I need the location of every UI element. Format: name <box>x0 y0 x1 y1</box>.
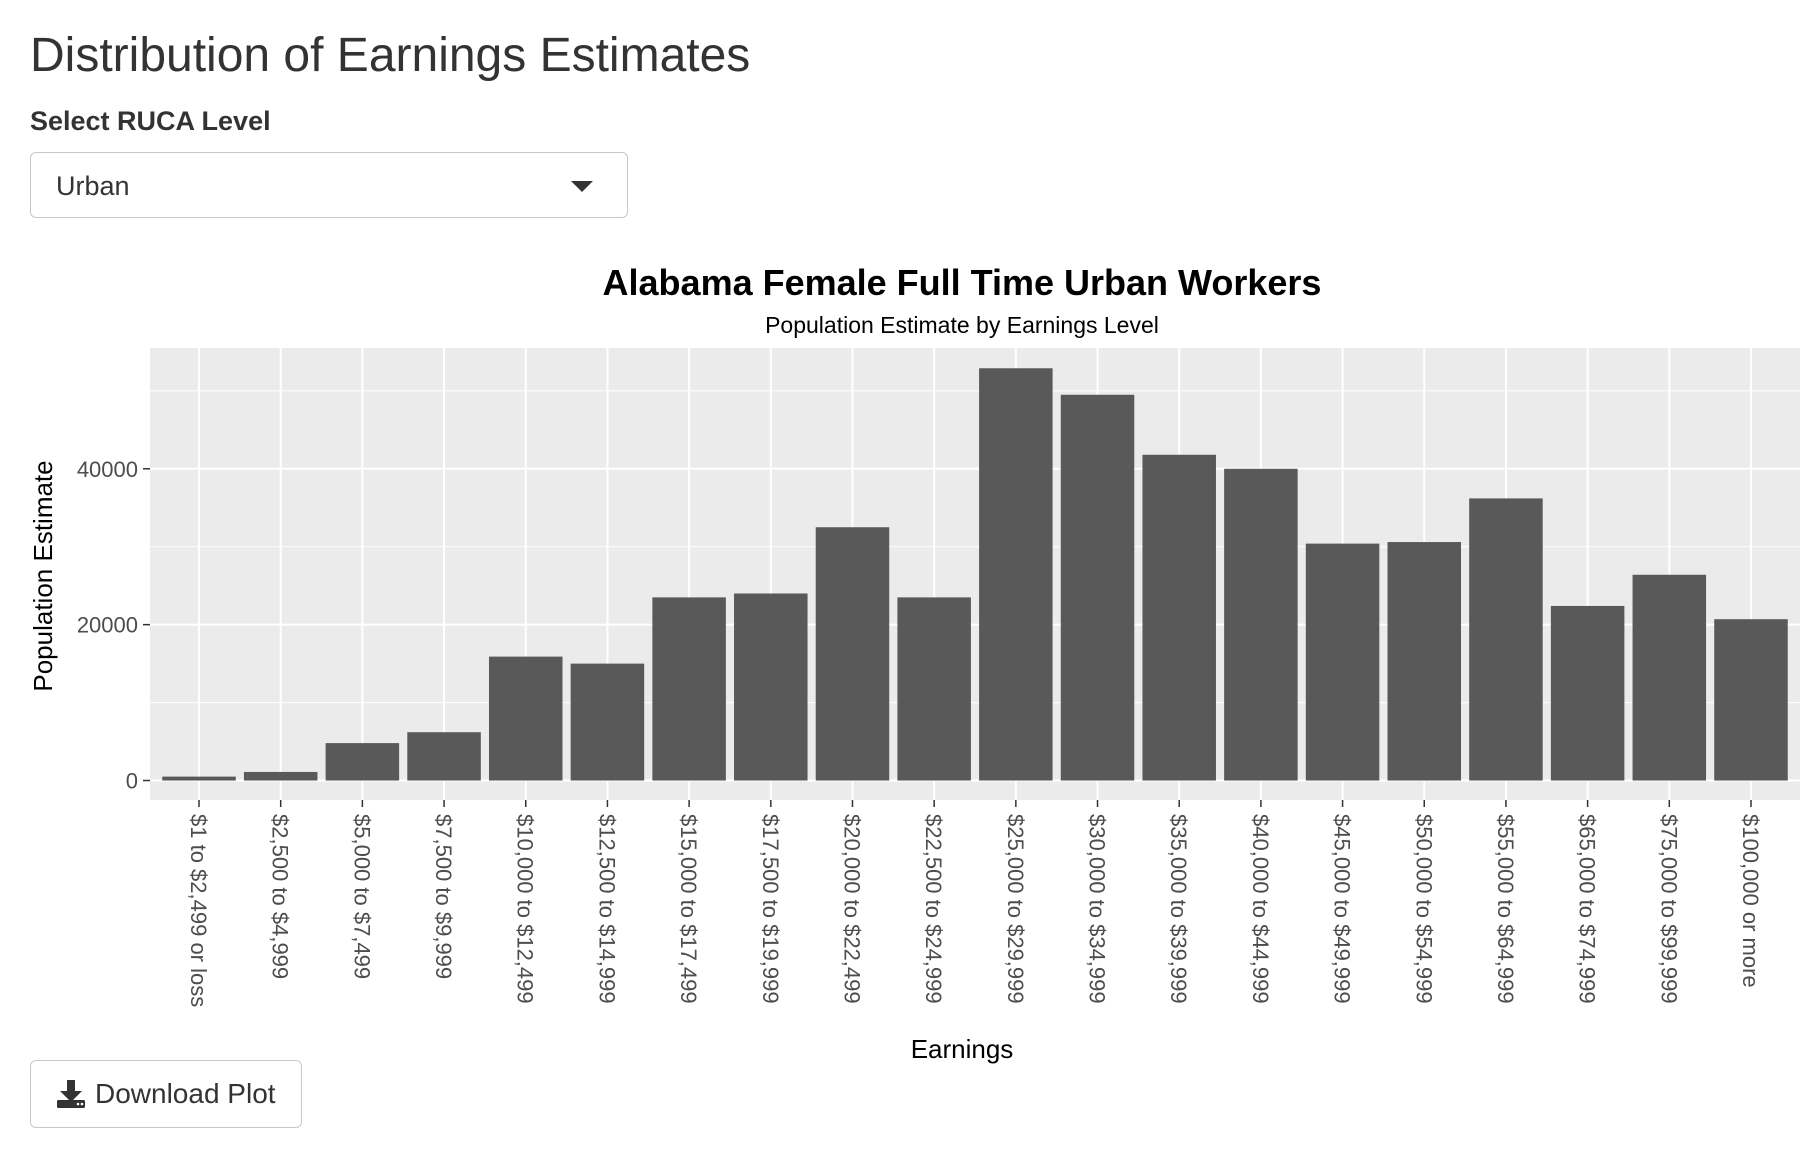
earnings-bar-chart: Alabama Female Full Time Urban Workers P… <box>30 262 1800 1064</box>
x-tick-label: $15,000 to $17,499 <box>676 814 701 1004</box>
bar <box>1550 605 1625 781</box>
x-tick-label: $100,000 or more <box>1738 814 1763 988</box>
bar <box>570 663 645 781</box>
x-tick-label: $12,500 to $14,999 <box>594 814 619 1004</box>
x-tick-label: $35,000 to $39,999 <box>1166 814 1191 1004</box>
page-title: Distribution of Earnings Estimates <box>30 29 751 82</box>
download-plot-label: Download Plot <box>95 1078 276 1109</box>
y-tick-label: 40000 <box>77 457 138 482</box>
x-tick-label: $25,000 to $29,999 <box>1003 814 1028 1004</box>
bar <box>1387 542 1462 781</box>
x-tick-label: $1 to $2,499 or loss <box>186 814 211 1007</box>
bar <box>897 597 971 781</box>
x-tick-label: $75,000 to $99,999 <box>1656 814 1681 1004</box>
bar <box>979 368 1053 781</box>
bar <box>1060 394 1135 781</box>
ruca-select-value: Urban <box>56 171 130 201</box>
ruca-select-label: Select RUCA Level <box>30 106 271 136</box>
download-icon <box>57 1080 85 1108</box>
x-tick-label: $10,000 to $12,499 <box>513 814 538 1004</box>
bar <box>815 527 890 781</box>
x-tick-label: $2,500 to $4,999 <box>268 814 293 979</box>
bar <box>488 656 563 781</box>
ruca-level-select[interactable]: Urban <box>30 152 628 218</box>
bar <box>734 593 808 781</box>
bar <box>1632 574 1707 781</box>
bar <box>1224 468 1298 781</box>
y-tick-label: 0 <box>126 769 138 794</box>
bar <box>652 597 726 781</box>
x-tick-label: $30,000 to $34,999 <box>1085 814 1110 1004</box>
x-tick-label: $17,500 to $19,999 <box>758 814 783 1004</box>
earnings-plot: Alabama Female Full Time Urban Workers P… <box>30 248 1800 1068</box>
bar <box>162 776 236 781</box>
bar <box>1305 543 1380 781</box>
chart-subtitle: Population Estimate by Earnings Level <box>765 312 1159 338</box>
x-axis-label: Earnings <box>911 1034 1014 1064</box>
bar <box>1142 454 1216 781</box>
y-axis-label: Population Estimate <box>30 460 58 691</box>
chart-title: Alabama Female Full Time Urban Workers <box>603 262 1322 303</box>
bar <box>325 743 400 781</box>
x-tick-label: $50,000 to $54,999 <box>1411 814 1436 1004</box>
download-plot-button[interactable]: Download Plot <box>30 1060 302 1128</box>
bar-series <box>162 368 1788 781</box>
x-tick-label: $22,500 to $24,999 <box>921 814 946 1004</box>
chevron-down-icon <box>571 181 593 192</box>
bar <box>243 771 318 781</box>
x-tick-label: $20,000 to $22,499 <box>839 814 864 1004</box>
bar <box>407 732 481 781</box>
x-tick-label: $55,000 to $64,999 <box>1493 814 1518 1004</box>
x-tick-label: $5,000 to $7,499 <box>349 814 374 979</box>
x-axis: $1 to $2,499 or loss $2,500 to $4,999 $5,0… <box>186 800 1763 1007</box>
x-tick-label: $65,000 to $74,999 <box>1575 814 1600 1004</box>
y-axis: 0 20000 40000 <box>77 457 150 794</box>
bar <box>1469 498 1543 781</box>
x-tick-label: $7,500 to $9,999 <box>431 814 456 979</box>
x-tick-label: $45,000 to $49,999 <box>1330 814 1355 1004</box>
y-tick-label: 20000 <box>77 613 138 638</box>
bar <box>1714 619 1788 781</box>
x-tick-label: $40,000 to $44,999 <box>1248 814 1273 1004</box>
